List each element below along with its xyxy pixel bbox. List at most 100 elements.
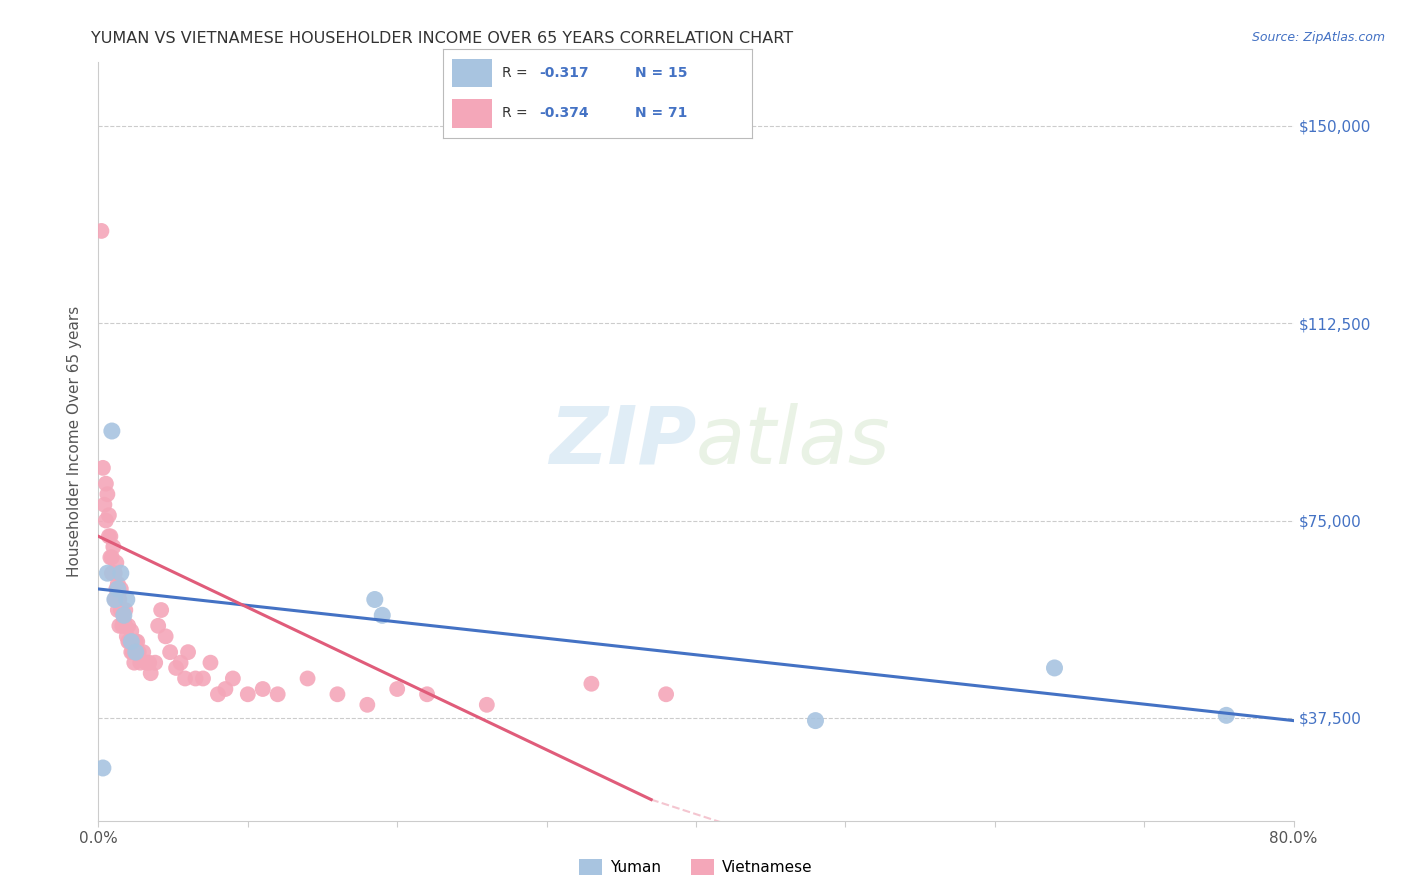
Point bbox=[101, 550, 124, 565]
FancyBboxPatch shape bbox=[453, 99, 492, 128]
Point bbox=[416, 687, 439, 701]
Point bbox=[236, 687, 259, 701]
Point bbox=[207, 687, 229, 701]
Point bbox=[128, 645, 150, 659]
Point bbox=[120, 624, 142, 639]
Point bbox=[475, 698, 498, 712]
Point bbox=[117, 634, 139, 648]
Point bbox=[581, 677, 603, 691]
Y-axis label: Householder Income Over 65 years: Householder Income Over 65 years bbox=[67, 306, 83, 577]
Point bbox=[132, 645, 155, 659]
Point bbox=[90, 224, 112, 238]
Point bbox=[124, 656, 146, 670]
Point bbox=[165, 661, 187, 675]
Point bbox=[150, 603, 173, 617]
Point bbox=[129, 656, 152, 670]
Point bbox=[252, 681, 274, 696]
Point bbox=[804, 714, 827, 728]
Point bbox=[101, 566, 124, 581]
Point bbox=[94, 476, 117, 491]
Point bbox=[191, 672, 214, 686]
Point bbox=[138, 656, 160, 670]
Point bbox=[110, 582, 132, 596]
Point bbox=[107, 603, 129, 617]
Point bbox=[110, 603, 132, 617]
Point bbox=[214, 681, 236, 696]
Point bbox=[91, 461, 114, 475]
Point bbox=[101, 424, 124, 438]
Text: R =: R = bbox=[502, 106, 531, 120]
Point bbox=[103, 540, 125, 554]
Point bbox=[125, 645, 148, 659]
Point bbox=[267, 687, 290, 701]
Text: -0.317: -0.317 bbox=[538, 66, 588, 80]
Point bbox=[111, 619, 134, 633]
FancyBboxPatch shape bbox=[453, 59, 492, 87]
Point bbox=[108, 619, 131, 633]
Point bbox=[97, 508, 120, 523]
Point bbox=[174, 672, 197, 686]
Point bbox=[107, 576, 129, 591]
Point bbox=[96, 487, 118, 501]
Point bbox=[94, 514, 117, 528]
Point bbox=[127, 634, 149, 648]
Point bbox=[177, 645, 200, 659]
Point bbox=[120, 634, 142, 648]
Point bbox=[111, 603, 134, 617]
Point bbox=[169, 656, 191, 670]
Point bbox=[104, 592, 127, 607]
Point bbox=[98, 550, 122, 565]
Text: N = 71: N = 71 bbox=[634, 106, 688, 120]
Point bbox=[118, 634, 141, 648]
Text: YUMAN VS VIETNAMESE HOUSEHOLDER INCOME OVER 65 YEARS CORRELATION CHART: YUMAN VS VIETNAMESE HOUSEHOLDER INCOME O… bbox=[91, 31, 793, 46]
Point bbox=[155, 629, 177, 643]
Legend: Yuman, Vietnamese: Yuman, Vietnamese bbox=[574, 853, 818, 881]
Point bbox=[91, 761, 114, 775]
Point bbox=[107, 582, 129, 596]
Point bbox=[104, 566, 127, 581]
Point bbox=[97, 529, 120, 543]
Point bbox=[112, 608, 135, 623]
Point bbox=[222, 672, 245, 686]
Text: atlas: atlas bbox=[696, 402, 891, 481]
Text: -0.374: -0.374 bbox=[538, 106, 588, 120]
Point bbox=[356, 698, 378, 712]
Point bbox=[114, 603, 136, 617]
Point bbox=[297, 672, 319, 686]
Point bbox=[385, 681, 409, 696]
Point bbox=[125, 634, 148, 648]
Point bbox=[115, 629, 138, 643]
Point bbox=[1043, 661, 1066, 675]
Point bbox=[93, 498, 115, 512]
Point bbox=[105, 556, 128, 570]
Point bbox=[117, 619, 139, 633]
Point bbox=[98, 529, 122, 543]
Point bbox=[1215, 708, 1237, 723]
Point bbox=[364, 592, 387, 607]
Point bbox=[110, 566, 132, 581]
Point bbox=[103, 566, 125, 581]
Text: R =: R = bbox=[502, 66, 531, 80]
Point bbox=[655, 687, 678, 701]
Point bbox=[112, 614, 135, 628]
Point bbox=[115, 592, 138, 607]
Text: ZIP: ZIP bbox=[548, 402, 696, 481]
Text: N = 15: N = 15 bbox=[634, 66, 688, 80]
Point bbox=[139, 666, 162, 681]
Text: Source: ZipAtlas.com: Source: ZipAtlas.com bbox=[1251, 31, 1385, 45]
Point bbox=[148, 619, 170, 633]
Point bbox=[105, 582, 128, 596]
Point bbox=[143, 656, 166, 670]
Point bbox=[121, 645, 143, 659]
Point bbox=[120, 645, 142, 659]
Point bbox=[184, 672, 207, 686]
Point bbox=[200, 656, 222, 670]
Point bbox=[96, 566, 118, 581]
Point bbox=[371, 608, 394, 623]
Point bbox=[135, 656, 157, 670]
Point bbox=[326, 687, 349, 701]
Point bbox=[104, 592, 127, 607]
Point bbox=[114, 619, 136, 633]
Point bbox=[108, 592, 131, 607]
Point bbox=[159, 645, 181, 659]
